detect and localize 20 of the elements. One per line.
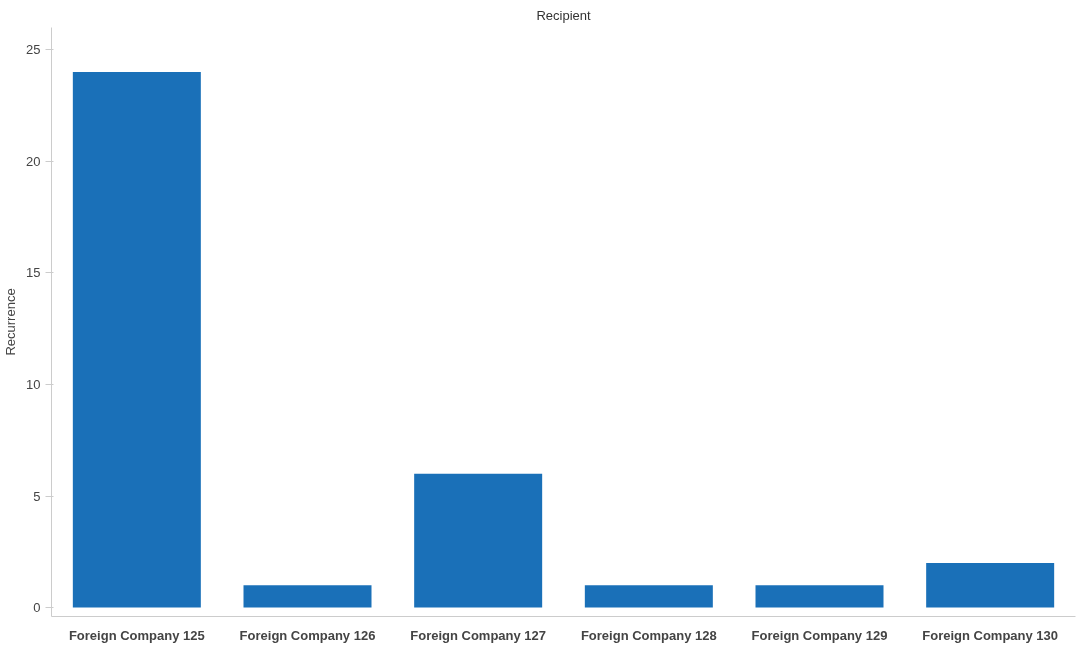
- x-tick-label: Foreign Company 127: [410, 627, 547, 643]
- y-axis-title: Recurrence: [3, 288, 19, 356]
- y-tick-label: 25: [26, 42, 41, 58]
- y-tick-label: 5: [33, 488, 41, 504]
- x-tick-label: Foreign Company 129: [751, 627, 888, 643]
- bar: [584, 585, 713, 608]
- bar: [243, 585, 372, 608]
- y-tick-label: 20: [26, 153, 41, 169]
- bar: [414, 473, 543, 608]
- bar: [72, 72, 201, 608]
- y-tick-label: 10: [26, 376, 41, 392]
- y-tick-label: 15: [26, 265, 41, 281]
- x-tick-label: Foreign Company 130: [922, 627, 1059, 643]
- bar: [755, 585, 884, 608]
- bar: [926, 562, 1055, 608]
- y-tick-label: 0: [33, 600, 41, 616]
- x-tick-label: Foreign Company 126: [239, 627, 376, 643]
- chart-title: Recipient: [536, 7, 591, 23]
- x-tick-label: Foreign Company 128: [580, 627, 717, 643]
- x-tick-label: Foreign Company 125: [68, 627, 205, 643]
